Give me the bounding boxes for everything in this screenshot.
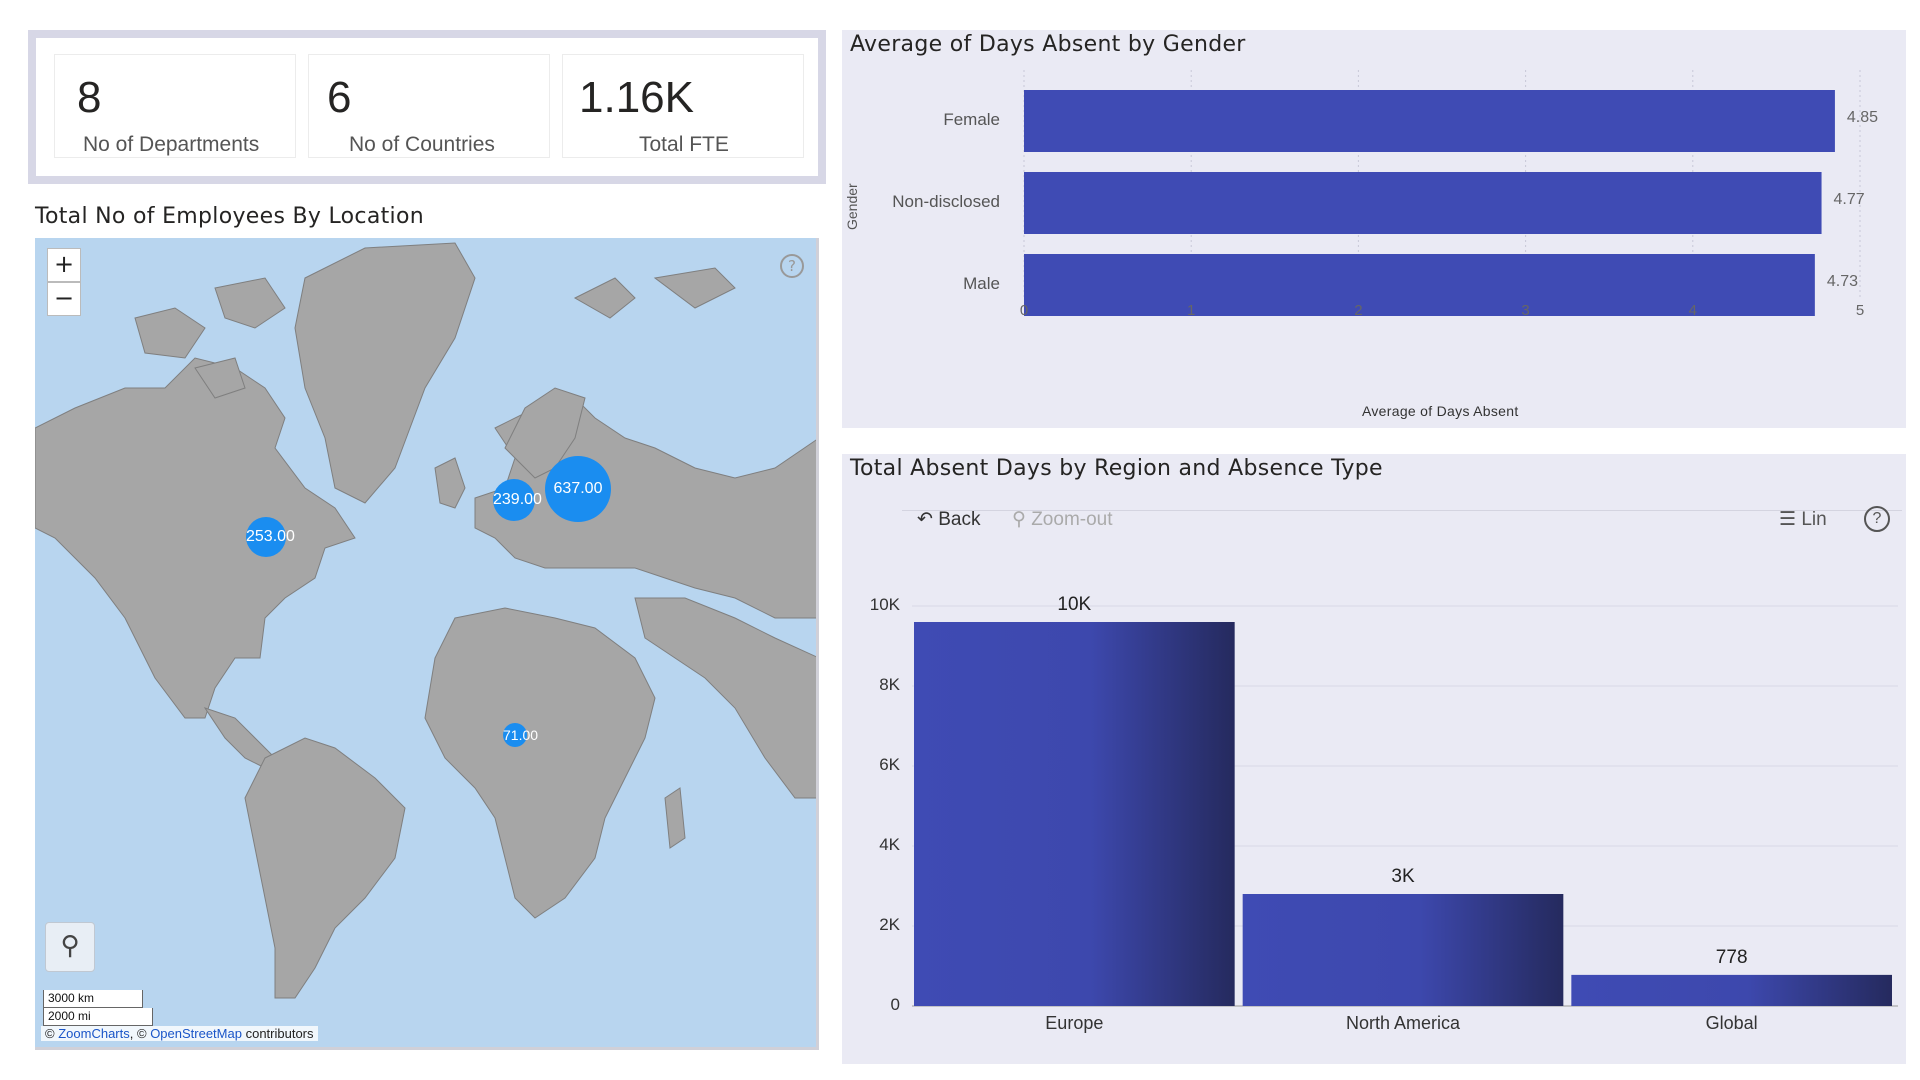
region-chart-panel: Total Absent Days by Region and Absence … — [842, 454, 1906, 1064]
map-bubble[interactable]: 239.00 — [493, 479, 542, 521]
region-bar[interactable] — [914, 622, 1235, 1006]
kpi-panel: 8 No of Departments 6 No of Countries 1.… — [28, 30, 826, 184]
gender-bar[interactable] — [1024, 172, 1822, 234]
gender-x-tick-label: 2 — [1354, 302, 1363, 319]
zoom-out-button[interactable]: − — [47, 282, 81, 316]
scale-mode-button[interactable]: ☰ Lin — [1779, 508, 1827, 531]
lasso-select-button[interactable]: ⚲ — [45, 922, 95, 972]
gender-bar[interactable] — [1024, 90, 1835, 152]
attribution-copyright: © — [45, 1026, 55, 1041]
help-icon[interactable]: ? — [780, 254, 804, 278]
region-bar[interactable] — [1571, 974, 1892, 1006]
magnifier-icon: ⚲ — [1012, 509, 1026, 530]
region-y-tick-label: 4K — [879, 835, 900, 854]
kpi-value: 8 — [77, 73, 102, 122]
region-category-label: Europe — [1045, 1013, 1104, 1033]
region-chart-labels: 0 2K 4K 6K 8K 10K 10K Europe 3K North America 778 G… — [842, 454, 1906, 1064]
gender-bar-chart — [1023, 70, 1861, 316]
kpi-card-countries[interactable]: 6 No of Countries — [308, 54, 550, 158]
region-y-tick-label: 8K — [879, 675, 900, 694]
gender-x-tick-label: 4 — [1688, 302, 1697, 319]
kpi-label: No of Departments — [83, 133, 260, 156]
gender-x-tick-label: 5 — [1855, 302, 1865, 319]
gender-chart-panel: Average of Days Absent by Gender Gender … — [842, 30, 1906, 428]
gender-chart-labels: 0 1 2 3 4 5 4.85 4.77 4.73 — [842, 30, 1906, 428]
gender-chart-title: Average of Days Absent by Gender — [850, 32, 1246, 57]
region-y-tick-label: 2K — [879, 915, 900, 934]
kpi-value: 1.16K — [579, 73, 694, 122]
gender-x-axis-title: Average of Days Absent — [1362, 403, 1519, 419]
map-bubble[interactable]: 71.00 — [503, 723, 538, 747]
gender-x-tick-label: 1 — [1187, 302, 1196, 319]
gender-bar[interactable] — [1024, 254, 1815, 316]
kpi-value: 6 — [327, 73, 352, 122]
help-icon[interactable]: ? — [1864, 506, 1890, 532]
map-bubble[interactable]: 253.00 — [246, 517, 295, 557]
kpi-container: 8 No of Departments 6 No of Countries 1.… — [36, 38, 818, 176]
attribution-suffix: contributors — [245, 1026, 314, 1041]
region-category-label: North America — [1345, 1013, 1461, 1033]
kpi-card-departments[interactable]: 8 No of Departments — [54, 54, 296, 158]
gender-category-label: Non-disclosed — [892, 192, 1000, 211]
zoomcharts-link[interactable]: ZoomCharts — [58, 1026, 130, 1041]
region-y-tick-label: 0 — [890, 995, 900, 1014]
gender-x-tick-label: 3 — [1521, 302, 1530, 319]
scale-bar-km: 3000 km — [43, 990, 143, 1008]
region-y-tick-label: 6K — [879, 755, 900, 774]
toolbar-divider — [902, 510, 1902, 511]
region-value-label: 3K — [1391, 866, 1415, 887]
zoom-out-button[interactable]: ⚲ Zoom-out — [1012, 508, 1113, 531]
list-icon: ☰ — [1779, 509, 1797, 530]
kpi-label: Total FTE — [639, 133, 729, 156]
scale-mode-label: Lin — [1801, 509, 1827, 530]
zoom-out-label: Zoom-out — [1031, 509, 1113, 530]
zoom-in-button[interactable]: + — [47, 248, 81, 282]
kpi-label: No of Countries — [349, 133, 495, 156]
region-y-tick-label: 10K — [869, 595, 900, 614]
region-bar-chart — [912, 605, 1898, 1007]
map-canvas[interactable]: + − ? 637.00 239.00 253.00 71.00 ⚲ 3000 … — [35, 238, 819, 1050]
map-title: Total No of Employees By Location — [35, 204, 424, 229]
gender-category-label: Male — [963, 274, 1000, 293]
region-category-label: Global — [1705, 1013, 1758, 1033]
back-label: Back — [938, 509, 981, 530]
map-bubble[interactable]: 637.00 — [545, 456, 611, 522]
region-chart-title: Total Absent Days by Region and Absence … — [850, 456, 1383, 481]
gender-x-tick-label: 0 — [1019, 302, 1029, 319]
gender-categories: Female Non-disclosed Male — [842, 30, 1000, 428]
gender-value-label: 4.73 — [1826, 273, 1858, 290]
back-arrow-icon: ↶ — [917, 509, 933, 530]
map-attribution: © ZoomCharts, © OpenStreetMap contributo… — [41, 1026, 318, 1041]
region-value-label: 778 — [1715, 946, 1748, 968]
region-bar[interactable] — [1242, 894, 1564, 1006]
openstreetmap-link[interactable]: OpenStreetMap — [150, 1026, 242, 1041]
kpi-card-total-fte[interactable]: 1.16K Total FTE — [562, 54, 804, 158]
back-button[interactable]: ↶ Back — [917, 508, 980, 531]
world-map-land — [35, 242, 816, 999]
attribution-separator: , © — [129, 1026, 147, 1041]
region-value-label: 10K — [1057, 594, 1092, 615]
gender-value-label: 4.77 — [1833, 191, 1865, 208]
scale-bar-mi: 2000 mi — [43, 1008, 153, 1026]
map-panel: Total No of Employees By Location — [28, 196, 828, 1058]
gender-value-label: 4.85 — [1846, 109, 1879, 126]
gender-category-label: Female — [943, 110, 1000, 129]
